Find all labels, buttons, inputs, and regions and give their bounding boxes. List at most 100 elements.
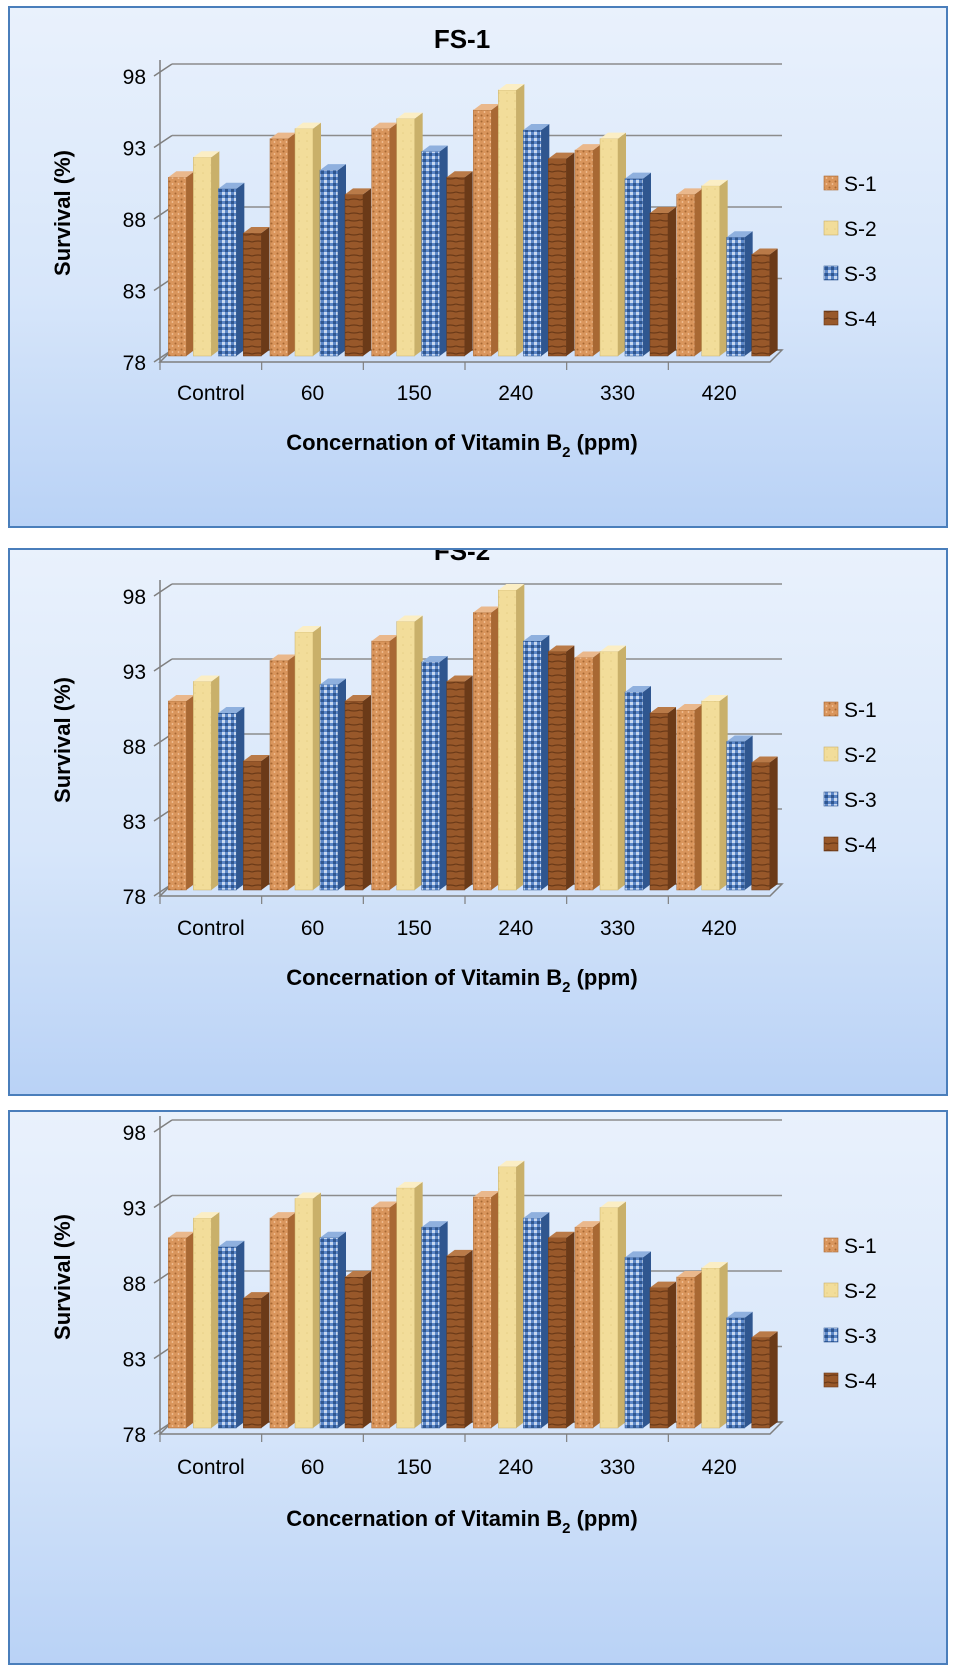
bar-s-3-420 (726, 1311, 753, 1429)
bar-s-2-control (193, 675, 220, 891)
legend-swatch (823, 175, 839, 191)
bar-s-1-control (168, 1231, 195, 1429)
x-tick-label: 420 (702, 382, 737, 405)
chart-fs-3: FS-37883889398Control60150240330420Conce… (50, 1116, 877, 1537)
legend-item-s-3: S-3 (823, 1325, 877, 1348)
bar-s-3-420 (726, 231, 753, 357)
chart-fs-1: FS-1 78 83 88 93 98 Control 60 150 240 330 420 Conce… (50, 24, 877, 461)
legend-swatch (823, 746, 839, 762)
y-tick-label: 93 (123, 661, 146, 684)
x-tick-label: 60 (301, 1456, 324, 1479)
bar-s-1-150 (371, 635, 398, 891)
chart-title: FS-2 (434, 550, 490, 566)
bar-s-3-60 (319, 164, 346, 357)
bar-s-1-150 (371, 122, 398, 357)
bar-s-4-150 (446, 1249, 473, 1429)
y-axis-title: Survival (%) (50, 150, 75, 276)
legend-item-s-4: S-4 (823, 308, 877, 331)
bar-s-2-420 (701, 1261, 728, 1429)
bar-s-1-420 (676, 1271, 703, 1429)
legend-item-s-2: S-2 (823, 744, 877, 767)
bar-s-2-60 (294, 626, 321, 891)
bar-s-4-control (243, 755, 270, 891)
bar-s-1-330 (574, 651, 601, 891)
x-tick-label: 240 (498, 1456, 533, 1479)
bar-s-2-240 (498, 84, 525, 357)
x-tick-label: 420 (702, 917, 737, 940)
bar-s-3-240 (523, 635, 550, 891)
bar-s-3-150 (421, 656, 448, 891)
bar-s-4-240 (548, 645, 575, 891)
bar-s-2-150 (396, 615, 423, 891)
x-axis-title: Concernation of Vitamin B2 (ppm) (286, 965, 637, 996)
legend-swatch (823, 220, 839, 236)
x-tick-label: 330 (600, 382, 635, 405)
bar-s-2-420 (701, 695, 728, 891)
bar-s-1-330 (574, 1221, 601, 1429)
legend-item-s-4: S-4 (823, 1370, 877, 1393)
grid-depth-line (153, 1119, 173, 1133)
y-tick-label: 98 (123, 1122, 146, 1145)
chart-panel-fs-1: FS-1 78 83 88 93 98 Control 60 150 240 330 420 Conce… (8, 6, 948, 528)
bar-s-1-240 (473, 1190, 500, 1429)
x-axis-title: Concernation of Vitamin B2 (ppm) (286, 430, 637, 461)
grid-depth-line (153, 1194, 173, 1209)
bar-s-1-330 (574, 144, 601, 357)
x-tick-label: 150 (397, 917, 432, 940)
y-tick-label: 78 (123, 886, 146, 909)
y-tick-label: 78 (123, 1424, 146, 1447)
bar-s-3-420 (726, 735, 753, 891)
legend-item-s-4: S-4 (823, 834, 877, 857)
bar-s-3-60 (319, 1231, 346, 1429)
x-tick-label: Control (177, 917, 245, 940)
legend-label: S-1 (844, 1235, 877, 1258)
bar-s-3-150 (421, 1221, 448, 1429)
chart-title: FS-1 (434, 24, 490, 54)
bar-s-1-240 (473, 104, 500, 357)
legend-swatch (823, 791, 839, 807)
bar-s-3-control (218, 707, 245, 891)
bar-s-3-60 (319, 678, 346, 891)
legend-label: S-3 (844, 789, 877, 812)
grid-depth-line (153, 134, 173, 149)
bar-s-1-60 (269, 1212, 296, 1429)
bar-s-1-60 (269, 654, 296, 891)
bar-s-3-240 (523, 1212, 550, 1429)
bar-s-1-150 (371, 1201, 398, 1429)
legend-item-s-3: S-3 (823, 789, 877, 812)
legend-item-s-3: S-3 (823, 263, 877, 286)
bar-s-3-240 (523, 124, 550, 357)
y-tick-label: 83 (123, 1349, 146, 1372)
bar-s-2-240 (498, 584, 525, 891)
y-axis-title: Survival (%) (50, 1214, 75, 1340)
legend-label: S-1 (844, 173, 877, 196)
bar-s-2-330 (599, 1201, 626, 1429)
bar-s-4-60 (344, 695, 371, 891)
x-tick-label: 60 (301, 382, 324, 405)
bar-s-1-60 (269, 132, 296, 357)
y-tick-label: 88 (123, 1273, 146, 1296)
bar-s-2-420 (701, 179, 728, 357)
bar-s-4-240 (548, 152, 575, 357)
bar-s-2-60 (294, 122, 321, 357)
legend-item-s-2: S-2 (823, 1280, 877, 1303)
legend-swatch (823, 1282, 839, 1298)
x-tick-label: Control (177, 382, 245, 405)
y-tick-label: 98 (123, 586, 146, 609)
bar-s-2-60 (294, 1192, 321, 1429)
bar-s-4-60 (344, 1271, 371, 1429)
legend-label: S-4 (844, 1370, 877, 1393)
y-tick-label: 93 (123, 138, 146, 161)
legend-label: S-3 (844, 1325, 877, 1348)
bar-s-3-330 (624, 172, 651, 357)
x-tick-label: 420 (702, 1456, 737, 1479)
x-tick-label: 150 (397, 382, 432, 405)
bar-s-4-420 (751, 1331, 778, 1429)
legend-swatch (823, 701, 839, 717)
x-tick-label: 60 (301, 917, 324, 940)
y-tick-label: 88 (123, 209, 146, 232)
x-axis-title: Concernation of Vitamin B2 (ppm) (286, 1506, 637, 1537)
bar-s-1-control (168, 695, 195, 891)
bar-s-3-330 (624, 686, 651, 891)
bar-s-2-150 (396, 112, 423, 357)
